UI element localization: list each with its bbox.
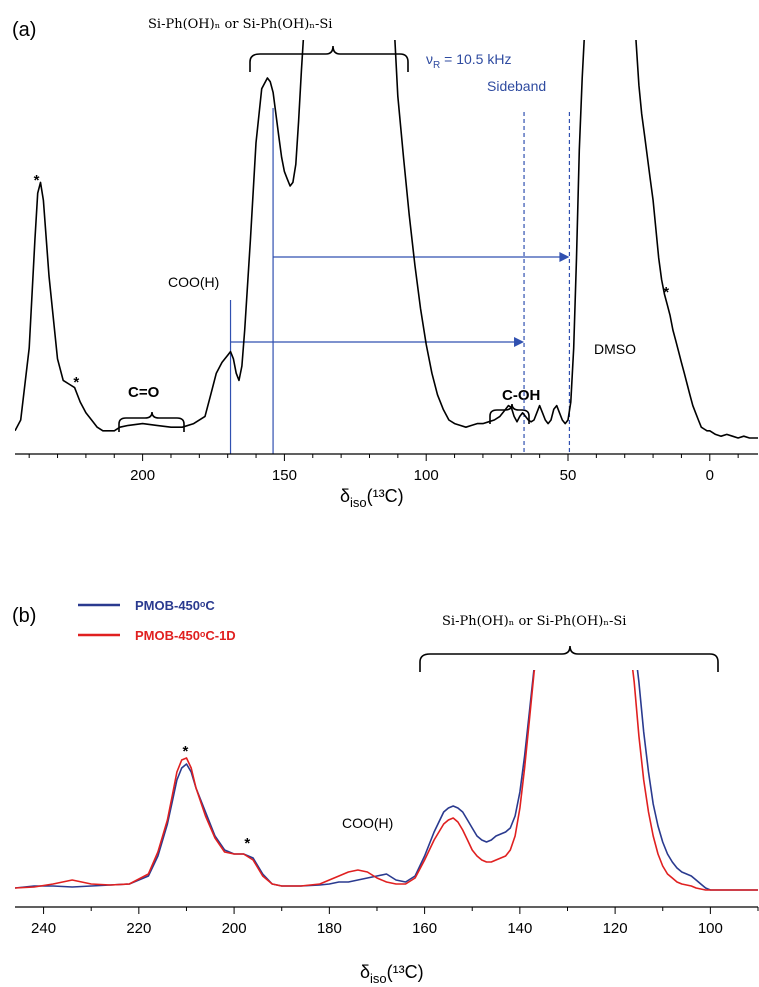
panel-a-guides <box>229 108 571 454</box>
x-tick-label-1-2: 200 <box>222 920 247 937</box>
peak-star-0-1: * <box>73 374 79 391</box>
x-tick-label-0-3: 50 <box>560 467 577 484</box>
panel-b-ticks: 240 220 200 180 160 140 120 100 <box>31 907 759 937</box>
coh-label: C-OH <box>502 387 540 404</box>
panel-a-ticks: 200 150 100 50 0 <box>28 454 739 484</box>
panel-b-series <box>15 670 758 891</box>
x-tick-label-1-0: 240 <box>31 920 56 937</box>
dmso-label: DMSO <box>594 341 636 357</box>
legend-label-red: PMOB-450ᵒC-1D <box>135 628 236 643</box>
x-tick-label-1-6: 120 <box>603 920 628 937</box>
panel-b-group-label: Si-Ph(OH)ₙ or Si-Ph(OH)ₙ-Si <box>442 614 626 629</box>
legend-label-blue: PMOB-450ᵒC <box>135 598 215 613</box>
panel-b-x-axis-title: δiso(¹³C) <box>360 962 424 986</box>
co-label: C=O <box>128 384 160 401</box>
peak-star-0-3: * <box>663 284 669 301</box>
sideband-arrow-head-1 <box>514 337 525 347</box>
x-tick-label-1-7: 100 <box>698 920 723 937</box>
x-tick-label-0-1: 150 <box>272 467 297 484</box>
coo-label-b: COO(H) <box>342 815 393 831</box>
panel-a-label: (a) <box>12 19 36 41</box>
panel-a-stars: **** <box>34 172 670 391</box>
panel-b-label: (b) <box>12 605 36 627</box>
panel-a-group-bracket <box>249 45 409 72</box>
coh-bracket <box>489 403 530 424</box>
series-line-1-2 <box>636 670 758 891</box>
panel-a: (a) Si-Ph(OH)ₙ or Si-Ph(OH)ₙ-Si νR = 10.… <box>12 17 758 510</box>
series-line-0-0 <box>15 40 305 432</box>
coo-label-a: COO(H) <box>168 274 219 290</box>
x-tick-label-0-4: 0 <box>706 467 714 484</box>
x-tick-label-1-1: 220 <box>126 920 151 937</box>
panel-b-group-bracket <box>419 645 719 672</box>
panel-b: (b) PMOB-450ᵒC PMOB-450ᵒC-1D Si-Ph(OH)ₙ … <box>12 598 759 986</box>
sideband-frequency-label: νR = 10.5 kHz <box>426 51 511 71</box>
x-tick-label-1-5: 140 <box>507 920 532 937</box>
panel-a-x-axis-title: δiso(¹³C) <box>340 486 404 510</box>
series-line-1-0 <box>15 670 535 889</box>
panel-a-series <box>15 40 758 439</box>
panel-b-stars: ** <box>182 743 250 852</box>
peak-star-1-0: * <box>182 743 188 760</box>
series-line-0-2 <box>635 40 758 439</box>
x-tick-label-1-3: 180 <box>317 920 342 937</box>
peak-star-1-1: * <box>244 835 250 852</box>
panel-a-group-label: Si-Ph(OH)ₙ or Si-Ph(OH)ₙ-Si <box>148 17 332 32</box>
sideband-label: Sideband <box>487 78 546 94</box>
legend: PMOB-450ᵒC PMOB-450ᵒC-1D <box>78 598 236 643</box>
x-tick-label-0-0: 200 <box>130 467 155 484</box>
series-line-1-3 <box>631 670 758 891</box>
co-bracket <box>118 411 185 432</box>
series-line-0-1 <box>394 40 585 428</box>
series-line-1-1 <box>15 670 536 889</box>
peak-star-0-0: * <box>34 172 40 189</box>
x-tick-label-0-2: 100 <box>414 467 439 484</box>
sideband-arrow-head-0 <box>559 252 570 262</box>
x-tick-label-1-4: 160 <box>412 920 437 937</box>
